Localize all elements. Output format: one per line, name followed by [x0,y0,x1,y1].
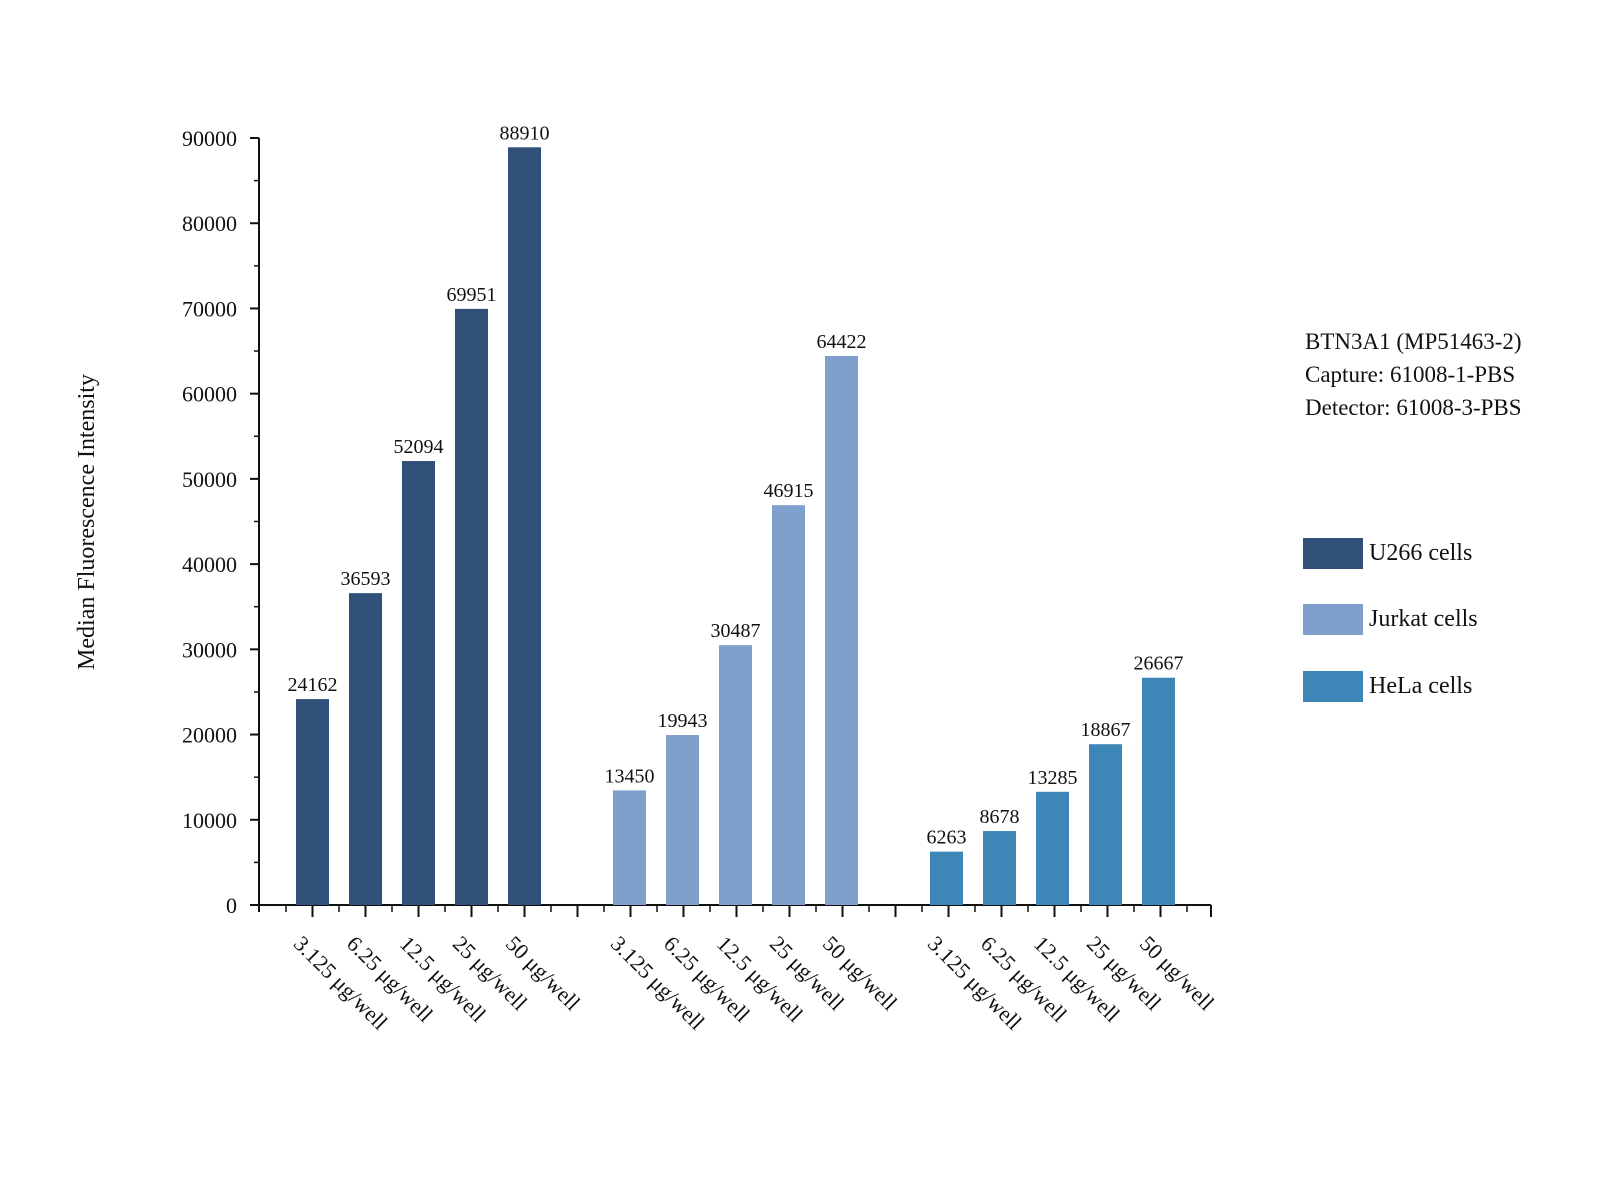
bar-value-label: 69951 [447,284,497,306]
legend-swatch-hela [1303,671,1363,702]
y-tick-label: 0 [226,893,237,918]
bar-2-0 [930,851,963,905]
y-tick-label: 60000 [182,382,237,407]
x-axis [259,904,1212,917]
y-axis: 0 10000 20000 30000 40000 50000 60000 70000 8000… [182,126,260,918]
bar-value-label: 26667 [1134,653,1184,675]
bar-value-label: 24162 [288,674,338,696]
y-tick-label: 10000 [182,808,237,833]
bar-value-label: 19943 [658,710,708,732]
bar-value-label: 36593 [341,568,391,590]
y-tick-label: 90000 [182,126,237,151]
legend-swatch-jurkat [1303,604,1363,635]
y-tick-label: 80000 [182,211,237,236]
assay-info: BTN3A1 (MP51463-2) Capture: 61008-1-PBS … [1305,325,1522,424]
bar-value-label: 88910 [500,122,550,144]
bar-1-0 [613,790,646,905]
y-tick-label: 50000 [182,467,237,492]
bar-value-label: 46915 [764,480,814,502]
y-axis-label: Median Fluorescence Intensity [74,374,100,670]
y-tick-label: 30000 [182,637,237,662]
bar-value-label: 64422 [817,331,867,353]
bar-value-label: 13450 [605,765,655,787]
bar-1-1 [666,735,699,905]
assay-info-line1: BTN3A1 (MP51463-2) [1305,329,1522,354]
bar-2-2 [1036,791,1069,905]
bar-value-label: 52094 [394,436,444,458]
bar-0-1 [349,593,382,905]
bar-2-3 [1089,744,1122,905]
value-labels: 24162 36593 52094 69951 88910 13450 19943 30487… [288,122,1184,848]
bar-1-3 [772,505,805,905]
bar-2-4 [1142,677,1175,905]
bar-2-1 [983,831,1016,905]
bar-1-4 [825,355,858,905]
bar-1-2 [719,645,752,905]
bar-0-3 [455,308,488,905]
bar-0-0 [296,699,329,905]
legend-label-hela: HeLa cells [1369,673,1473,699]
bar-0-4 [508,147,541,906]
bars [296,147,1175,906]
legend-label-jurkat: Jurkat cells [1369,606,1478,632]
bar-value-label: 13285 [1028,767,1078,789]
bar-value-label: 18867 [1081,719,1131,741]
legend-label-u266: U266 cells [1369,540,1473,566]
legend-swatch-u266 [1303,538,1363,569]
bar-value-label: 8678 [980,806,1020,828]
assay-info-line2: Capture: 61008-1-PBS [1305,362,1516,387]
y-tick-label: 70000 [182,296,237,321]
bar-value-label: 30487 [711,620,761,642]
bar-0-2 [402,461,435,905]
assay-info-line3: Detector: 61008-3-PBS [1305,395,1522,420]
y-tick-label: 20000 [182,723,237,748]
bar-value-label: 6263 [927,827,967,849]
y-tick-label: 40000 [182,552,237,577]
